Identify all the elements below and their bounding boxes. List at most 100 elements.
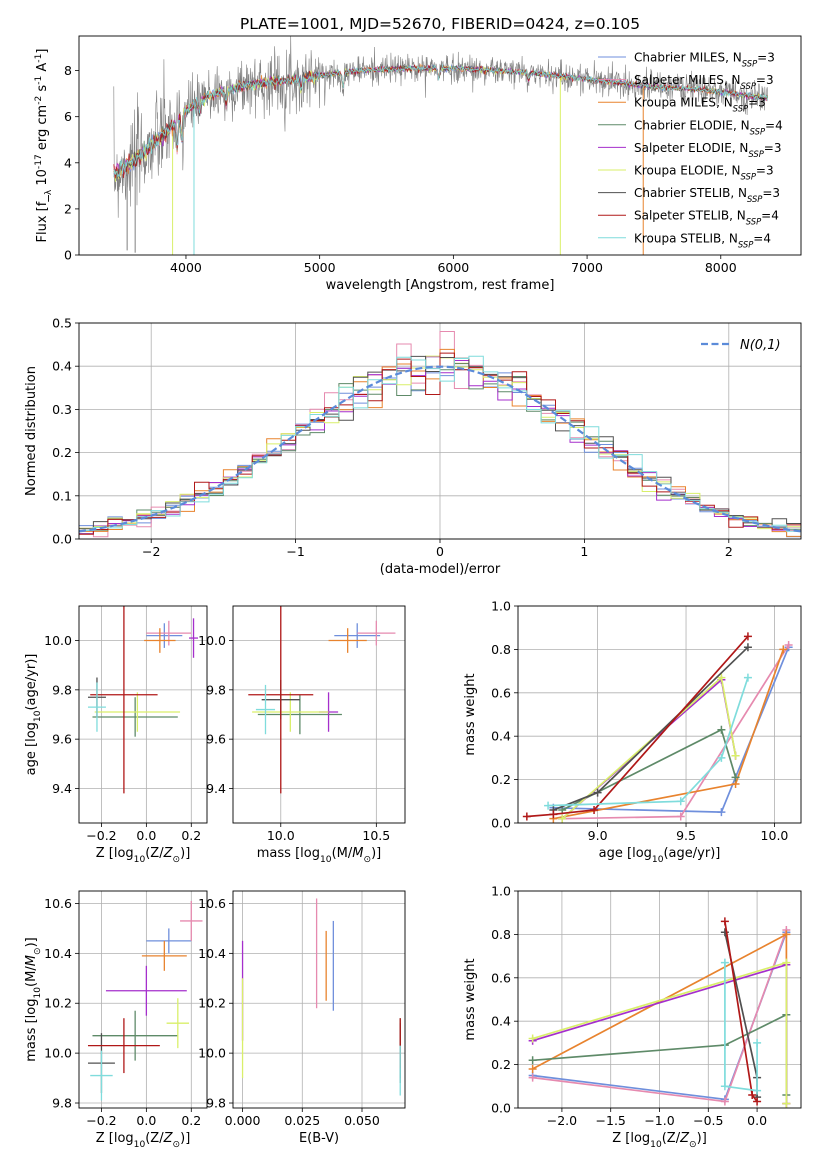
weight-marker xyxy=(731,773,740,782)
legend-model-name: Chabrier ELODIE xyxy=(634,118,733,132)
legend-nssp: 3 xyxy=(766,164,774,178)
x-tick-label: 0.050 xyxy=(344,1113,380,1128)
weight-marker xyxy=(731,751,740,760)
y-tick-label: 0.5 xyxy=(52,316,72,331)
axes-frame xyxy=(517,890,802,1109)
y-tick-label: 0.4 xyxy=(491,729,511,744)
legend-label: Salpeter STELIB, NSSP=4 xyxy=(634,209,779,227)
y-tick-label: 0.6 xyxy=(491,685,511,700)
weight-marker xyxy=(522,812,531,821)
legend-label: Salpeter ELODIE, NSSP=3 xyxy=(634,141,782,159)
x-tick-label: 4000 xyxy=(170,260,202,275)
x-tick-label: −0.2 xyxy=(86,1113,116,1128)
y-tick-label: 10.6 xyxy=(44,896,72,911)
weight-marker xyxy=(717,673,726,682)
y-tick-label: 0.0 xyxy=(491,1101,511,1116)
weight-line-2 xyxy=(553,649,785,820)
figure-title: PLATE=1001, MJD=52670, FIBERID=0424, z=0… xyxy=(240,15,640,33)
y-tick-label: 9.8 xyxy=(206,1096,226,1111)
legend-label: Kroupa MILES, NSSP=3 xyxy=(634,96,766,114)
y-tick-label: 10.0 xyxy=(44,1046,72,1061)
y-tick-label: 9.4 xyxy=(52,781,72,796)
histogram-8 xyxy=(79,355,801,532)
legend-model-name: Chabrier STELIB xyxy=(634,186,730,200)
y-tick-label: 9.4 xyxy=(206,781,226,796)
legend-nssp: 3 xyxy=(767,51,775,65)
legend-label: Chabrier ELODIE, NSSP=4 xyxy=(634,118,783,136)
x-tick-label: −1.0 xyxy=(644,1113,674,1128)
x-tick-label: 10.0 xyxy=(761,828,789,843)
panel-age-weight: 9.0 9.5 10.0 0.0 0.2 0.4 0.6 0.8 1.0 age [log10(a… xyxy=(463,599,802,865)
legend-nssp: 3 xyxy=(772,186,780,200)
weight-marker xyxy=(782,1099,791,1108)
weight-marker xyxy=(528,1073,537,1082)
x-tick-label: 0.0 xyxy=(136,828,156,843)
x-axis-label: wavelength [Angstrom, rest frame] xyxy=(326,278,555,293)
x-axis-label: Z [log10(Z/Z⊙)] xyxy=(96,846,191,865)
legend-nssp: 3 xyxy=(758,96,766,110)
x-axis-label: mass [log10(M/M⊙)] xyxy=(257,846,381,865)
x-tick-label: 5000 xyxy=(304,260,336,275)
y-tick-label: 9.8 xyxy=(206,682,226,697)
weight-line-6 xyxy=(553,646,749,811)
spectrum-legend: Chabrier MILES, NSSP=3 Salpeter MILES, NS… xyxy=(598,51,783,249)
legend-label: Chabrier MILES, NSSP=3 xyxy=(634,51,775,69)
weight-line-7 xyxy=(526,635,749,818)
y-tick-label: 9.8 xyxy=(52,1096,72,1111)
y-tick-label: 10.4 xyxy=(198,946,226,961)
y-tick-label: 10.2 xyxy=(44,996,72,1011)
weight-marker xyxy=(784,641,793,650)
y-tick-label: 10.2 xyxy=(198,996,226,1011)
weight-marker xyxy=(720,917,729,926)
y-tick-label: 6 xyxy=(64,109,72,124)
x-tick-label: 10.0 xyxy=(267,828,295,843)
legend-label: Kroupa ELODIE, NSSP=3 xyxy=(634,164,774,182)
weight-marker xyxy=(544,801,553,810)
weight-marker xyxy=(528,1064,537,1073)
x-tick-label: 0.025 xyxy=(284,1113,320,1128)
weight-marker xyxy=(593,788,602,797)
x-tick-label: 0.2 xyxy=(181,1113,201,1128)
y-tick-label: 10.0 xyxy=(44,633,72,648)
x-tick-label: 7000 xyxy=(571,260,603,275)
normal-curve xyxy=(79,365,801,533)
y-tick-label: 0.2 xyxy=(491,1057,511,1072)
legend-nssp: 4 xyxy=(775,118,783,132)
axes-frame xyxy=(232,890,406,1109)
y-tick-label: 1.0 xyxy=(491,599,511,614)
weight-marker xyxy=(743,673,752,682)
legend-nssp: 4 xyxy=(763,231,771,245)
legend-label: Salpeter MILES, NSSP=3 xyxy=(634,73,774,91)
x-tick-label: 9.5 xyxy=(676,828,696,843)
panel-mass-age: 10.0 10.5 9.4 9.6 9.8 10.0 mass [log10(M/M⊙)] xyxy=(198,605,406,865)
legend-nssp: 4 xyxy=(771,209,779,223)
weight-marker xyxy=(717,725,726,734)
weight-marker xyxy=(549,810,558,819)
y-tick-label: 0.0 xyxy=(52,532,72,547)
legend-model-name: Salpeter STELIB xyxy=(634,209,729,223)
axes-frame xyxy=(232,605,406,824)
y-tick-label: 0.2 xyxy=(491,772,511,787)
axes-frame xyxy=(78,605,208,824)
x-tick-label: −0.2 xyxy=(86,828,116,843)
weight-marker xyxy=(528,1056,537,1065)
y-tick-label: 9.6 xyxy=(206,732,226,747)
y-tick-label: 10.0 xyxy=(198,633,226,648)
weight-marker xyxy=(717,753,726,762)
weight-marker xyxy=(720,958,729,967)
legend-model-name: Chabrier MILES xyxy=(634,51,725,65)
weight-marker xyxy=(590,805,599,814)
y-axis-label: mass weight xyxy=(463,673,478,755)
panel-spectrum: 4000 5000 6000 7000 8000 0 2 4 6 8 wavelength [Ang… xyxy=(34,35,802,293)
x-tick-label: −2 xyxy=(142,544,160,559)
x-tick-label: 6000 xyxy=(437,260,469,275)
y-tick-label: 0.6 xyxy=(491,970,511,985)
weight-marker xyxy=(717,808,726,817)
legend-nssp: 3 xyxy=(774,141,782,155)
weight-marker xyxy=(676,797,685,806)
x-tick-label: 2 xyxy=(725,544,733,559)
panel-z-weight: −2.0 −1.5 −1.0 −0.5 0.0 0.0 0.2 0.4 0.6 0.8 1.0 Z [… xyxy=(463,884,802,1150)
x-tick-label: 0.0 xyxy=(136,1113,156,1128)
weight-marker xyxy=(743,632,752,641)
